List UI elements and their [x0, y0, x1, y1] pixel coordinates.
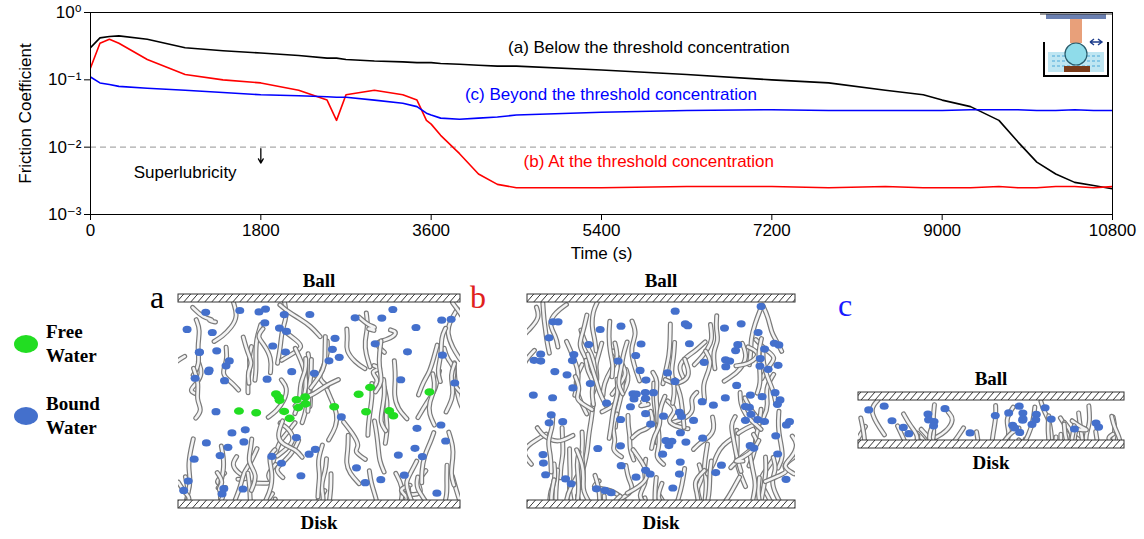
svg-text:FreeWater: FreeWater	[46, 321, 97, 366]
svg-text:Disk: Disk	[973, 452, 1010, 473]
svg-text:c: c	[838, 287, 852, 323]
svg-text:10⁰: 10⁰	[56, 3, 82, 22]
svg-text:(a) Below the threshold concen: (a) Below the threshold concentration	[508, 38, 790, 57]
svg-text:(c) Beyond the threshold conce: (c) Beyond the threshold concentration	[465, 85, 757, 104]
svg-text:7200: 7200	[753, 221, 791, 240]
svg-text:Disk: Disk	[301, 512, 338, 533]
svg-text:a: a	[150, 279, 164, 315]
svg-text:Time (s): Time (s)	[571, 244, 633, 263]
svg-text:0: 0	[86, 221, 95, 240]
svg-text:1800: 1800	[242, 221, 280, 240]
svg-text:(b) At the threshold concentra: (b) At the threshold concentration	[524, 152, 774, 171]
svg-text:10⁻²: 10⁻²	[48, 138, 82, 157]
svg-text:Superlubricity: Superlubricity	[134, 163, 237, 182]
svg-text:Ball: Ball	[303, 270, 336, 291]
svg-text:Ball: Ball	[975, 368, 1008, 389]
svg-text:10⁻¹: 10⁻¹	[48, 70, 82, 89]
svg-text:10⁻³: 10⁻³	[48, 205, 82, 224]
svg-text:Friction Coefficient: Friction Coefficient	[16, 43, 35, 184]
svg-text:b: b	[470, 279, 486, 315]
svg-text:5400: 5400	[583, 221, 621, 240]
svg-text:Disk: Disk	[643, 512, 680, 533]
svg-text:10800: 10800	[1089, 221, 1136, 240]
svg-text:9000: 9000	[923, 221, 961, 240]
svg-text:3600: 3600	[412, 221, 450, 240]
svg-text:BoundWater: BoundWater	[46, 393, 100, 438]
svg-text:Ball: Ball	[645, 270, 678, 291]
